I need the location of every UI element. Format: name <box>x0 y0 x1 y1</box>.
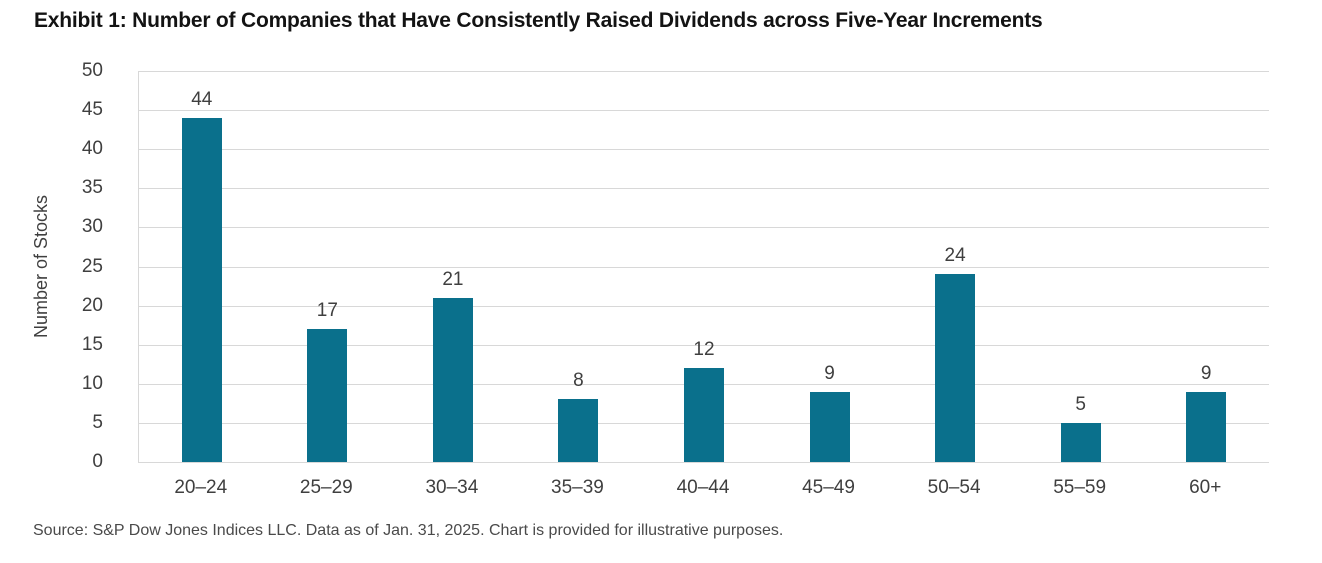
bar <box>1186 391 1227 462</box>
y-tick-label: 10 <box>81 372 103 394</box>
bar-value-label: 44 <box>191 88 213 110</box>
x-tick-label: 60+ <box>1189 477 1222 498</box>
y-tick-label: 35 <box>81 177 103 199</box>
bar <box>432 297 473 462</box>
source-note: Source: S&P Dow Jones Indices LLC. Data … <box>33 522 784 539</box>
y-tick-label: 25 <box>81 255 103 277</box>
bar-value-label: 17 <box>316 300 338 322</box>
bar <box>935 274 976 462</box>
plot-area: 44 17 21 8 12 9 24 5 9 <box>138 71 1269 463</box>
bar <box>307 329 348 462</box>
bar-value-label: 9 <box>1200 362 1212 384</box>
x-tick-label: 50–54 <box>927 477 981 498</box>
bar <box>1060 422 1101 462</box>
y-tick-label: 40 <box>81 138 103 160</box>
gridline <box>139 344 1269 346</box>
x-axis-tick-labels: 20–24 25–29 30–34 35–39 40–44 45–49 50–54 55–59… <box>138 477 1268 503</box>
gridline <box>139 188 1269 190</box>
gridline <box>139 227 1269 229</box>
y-axis-tick-labels: 0 5 10 15 20 25 30 35 40 45 50 <box>0 60 103 472</box>
bar <box>809 391 850 462</box>
bar-value-label: 12 <box>693 339 715 361</box>
y-tick-label: 0 <box>92 451 103 472</box>
y-tick-label: 45 <box>81 99 103 121</box>
y-tick-label: 30 <box>81 216 103 238</box>
gridline <box>139 305 1269 307</box>
bar-value-label: 8 <box>573 370 584 392</box>
y-tick-label: 20 <box>81 294 103 316</box>
y-tick-label: 50 <box>81 60 103 81</box>
x-tick-label: 20–24 <box>174 477 228 498</box>
x-tick-label: 35–39 <box>551 477 604 498</box>
x-tick-label: 45–49 <box>802 477 855 498</box>
gridline <box>139 71 1269 72</box>
x-tick-label: 30–34 <box>425 477 479 498</box>
gridline <box>139 110 1269 112</box>
x-tick-label: 25–29 <box>299 477 353 498</box>
bar-value-label: 21 <box>442 268 464 290</box>
bar <box>684 368 724 462</box>
chart-title: Exhibit 1: Number of Companies that Have… <box>34 9 1043 32</box>
bar <box>181 117 222 462</box>
bar-value-label: 5 <box>1075 393 1086 415</box>
x-tick-label: 55–59 <box>1053 477 1107 498</box>
bar-value-label: 9 <box>824 362 835 384</box>
bar <box>558 399 599 462</box>
y-tick-label: 15 <box>81 333 103 355</box>
y-tick-label: 5 <box>92 411 103 433</box>
gridline <box>139 266 1269 268</box>
gridline <box>139 149 1269 151</box>
bar-value-label: 24 <box>944 245 966 267</box>
x-tick-label: 40–44 <box>676 477 730 498</box>
